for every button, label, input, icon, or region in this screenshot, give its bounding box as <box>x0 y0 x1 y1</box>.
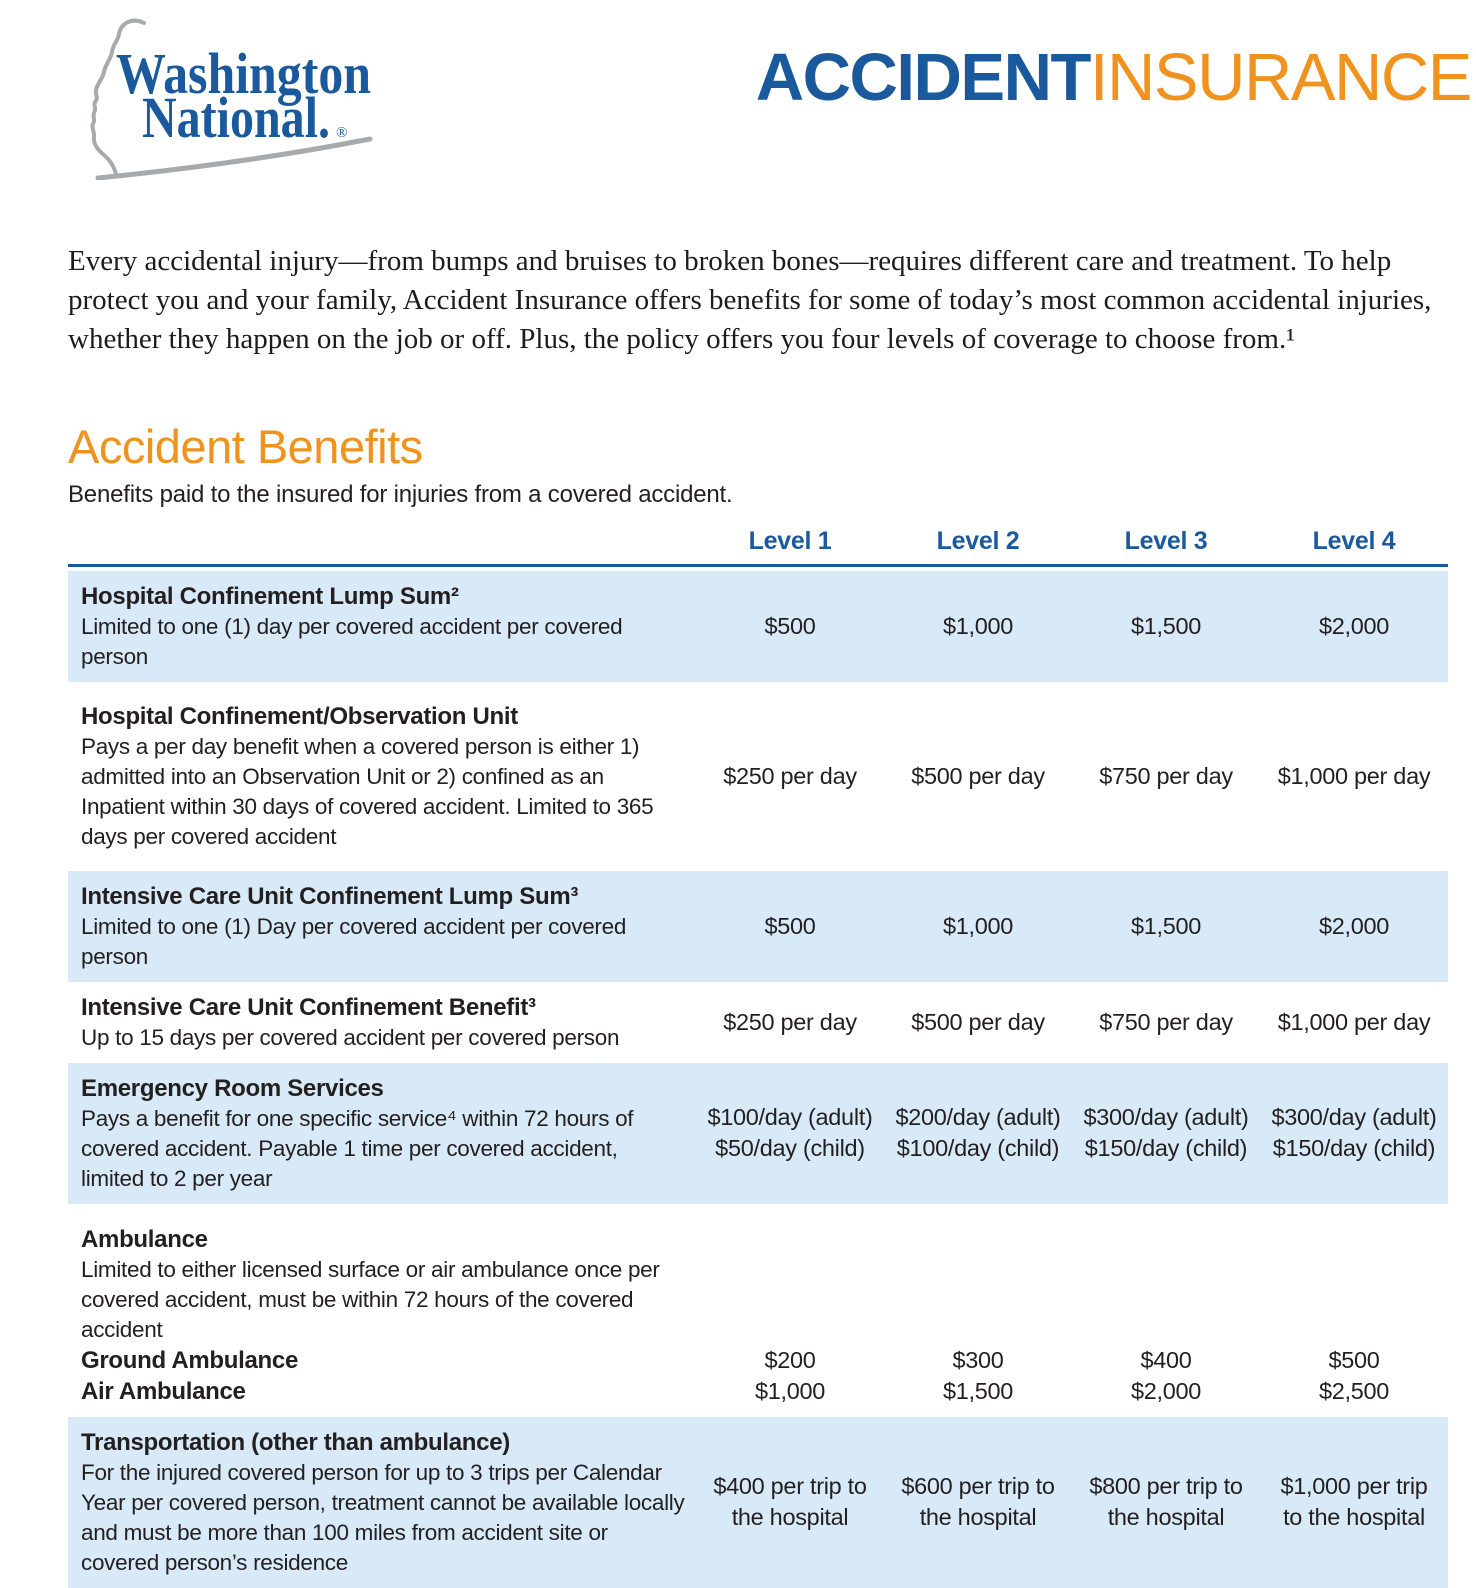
benefit-title: Hospital Confinement Lump Sum² <box>81 582 459 610</box>
column-header-level-1: Level 1 <box>748 526 832 555</box>
benefit-description-cell: Hospital Confinement/Observation Unit Pa… <box>68 691 696 862</box>
benefit-description-cell: Ambulance Limited to either licensed sur… <box>68 1214 696 1417</box>
section-heading: Accident Benefits <box>68 420 423 473</box>
table-row: Intensive Care Unit Confinement Lump Sum… <box>68 870 1448 982</box>
column-header-level-4: Level 4 <box>1312 526 1396 555</box>
benefit-title: Intensive Care Unit Confinement Benefit³ <box>81 993 536 1021</box>
benefit-value: $400 per trip to the hospital <box>713 1473 867 1531</box>
section-subheading: Benefits paid to the insured for injurie… <box>68 480 733 508</box>
benefit-value: $1,000 <box>942 912 1014 939</box>
benefit-description: Limited to one (1) Day per covered accid… <box>81 913 627 969</box>
benefit-title: Hospital Confinement/Observation Unit <box>81 702 518 730</box>
benefit-value: $500 $2,500 <box>1318 1346 1390 1404</box>
benefit-value: $500 per day <box>911 762 1045 789</box>
benefit-sub-label: Air Ambulance <box>81 1377 246 1405</box>
benefit-value: $750 per day <box>1099 762 1233 789</box>
header: Washington National. ® ACCIDENTINSURANCE <box>68 0 1473 180</box>
registered-trademark-icon: ® <box>336 125 347 141</box>
table-row: Hospital Confinement/Observation Unit Pa… <box>68 682 1448 871</box>
benefit-title: Transportation (other than ambulance) <box>81 1428 510 1456</box>
benefit-value: $1,000 per trip to the hospital <box>1280 1473 1428 1531</box>
benefit-value: $100/day (adult) $50/day (child) <box>707 1104 873 1162</box>
logo-text-line2: National. <box>142 85 330 150</box>
benefit-description-cell: Hospital Confinement Lump Sum² Limited t… <box>68 571 696 682</box>
table-row: Intensive Care Unit Confinement Benefit³… <box>68 982 1448 1063</box>
benefit-value: $500 <box>764 612 816 639</box>
washington-national-logo: Washington National. ® <box>90 18 373 180</box>
benefit-value: $200 $1,000 <box>754 1346 826 1404</box>
benefit-value: $500 <box>764 912 816 939</box>
table-header-spacer <box>68 527 696 556</box>
table-header-row: Level 1 Level 2 Level 3 Level 4 <box>68 527 1448 567</box>
benefit-description: Pays a per day benefit when a covered pe… <box>81 733 654 849</box>
benefit-sub-label: Ground Ambulance <box>81 1346 298 1374</box>
benefit-description-cell: Emergency Room Services Pays a benefit f… <box>68 1063 696 1204</box>
benefit-value: $2,000 <box>1318 912 1390 939</box>
benefit-description-cell: Intensive Care Unit Confinement Benefit³… <box>68 982 696 1063</box>
benefit-description: Limited to one (1) day per covered accid… <box>81 613 623 669</box>
logo-text-line1: Washington <box>116 41 371 106</box>
document-page: Washington National. ® ACCIDENTINSURANCE… <box>68 0 1473 1588</box>
benefit-description: Up to 15 days per covered accident per c… <box>81 1024 620 1050</box>
table-body: Hospital Confinement Lump Sum² Limited t… <box>68 570 1448 1588</box>
table-row: Hospital Confinement Lump Sum² Limited t… <box>68 570 1448 682</box>
product-title: ACCIDENTINSURANCE <box>756 44 1473 111</box>
benefit-title: Intensive Care Unit Confinement Lump Sum… <box>81 882 579 910</box>
benefit-description: Pays a benefit for one specific service⁴… <box>81 1105 634 1191</box>
benefit-value: $200/day (adult) $100/day (child) <box>895 1104 1061 1162</box>
column-header-level-3: Level 3 <box>1124 526 1208 555</box>
benefit-value: $1,500 <box>1130 612 1202 639</box>
product-title-insurance: INSURANCE <box>1089 40 1473 115</box>
benefit-description: For the injured covered person for up to… <box>81 1459 685 1575</box>
benefit-value: $600 per trip to the hospital <box>901 1473 1055 1531</box>
swoosh-underline <box>95 136 373 180</box>
benefits-table: Level 1 Level 2 Level 3 Level 4 Hospital… <box>68 527 1448 1588</box>
benefit-title: Ambulance <box>81 1225 208 1253</box>
benefit-title: Emergency Room Services <box>81 1074 384 1102</box>
washington-profile-icon <box>90 18 146 177</box>
benefit-description-cell: Intensive Care Unit Confinement Lump Sum… <box>68 871 696 982</box>
benefit-value: $800 per trip to the hospital <box>1089 1473 1243 1531</box>
benefit-value: $300 $1,500 <box>942 1346 1014 1404</box>
benefit-value: $1,500 <box>1130 912 1202 939</box>
table-row: Transportation (other than ambulance) Fo… <box>68 1416 1448 1588</box>
table-row: Emergency Room Services Pays a benefit f… <box>68 1062 1448 1204</box>
benefit-value: $1,000 per day <box>1277 762 1431 789</box>
benefit-value: $300/day (adult) $150/day (child) <box>1271 1104 1437 1162</box>
table-row: Ambulance Limited to either licensed sur… <box>68 1204 1448 1417</box>
benefit-value: $1,000 <box>942 612 1014 639</box>
benefit-value: $1,000 per day <box>1277 1008 1431 1035</box>
product-title-accident: ACCIDENT <box>755 40 1092 115</box>
column-header-level-2: Level 2 <box>936 526 1020 555</box>
benefit-value: $2,000 <box>1318 612 1390 639</box>
benefit-value: $400 $2,000 <box>1130 1346 1202 1404</box>
benefit-value: $750 per day <box>1099 1008 1233 1035</box>
benefit-value: $300/day (adult) $150/day (child) <box>1083 1104 1249 1162</box>
benefit-value: $250 per day <box>723 762 857 789</box>
benefit-value: $500 per day <box>911 1008 1045 1035</box>
benefit-description: Limited to either licensed surface or ai… <box>81 1256 660 1342</box>
benefit-description-cell: Transportation (other than ambulance) Fo… <box>68 1417 696 1588</box>
benefit-value: $250 per day <box>723 1008 857 1035</box>
intro-paragraph: Every accidental injury—from bumps and b… <box>68 245 1432 355</box>
